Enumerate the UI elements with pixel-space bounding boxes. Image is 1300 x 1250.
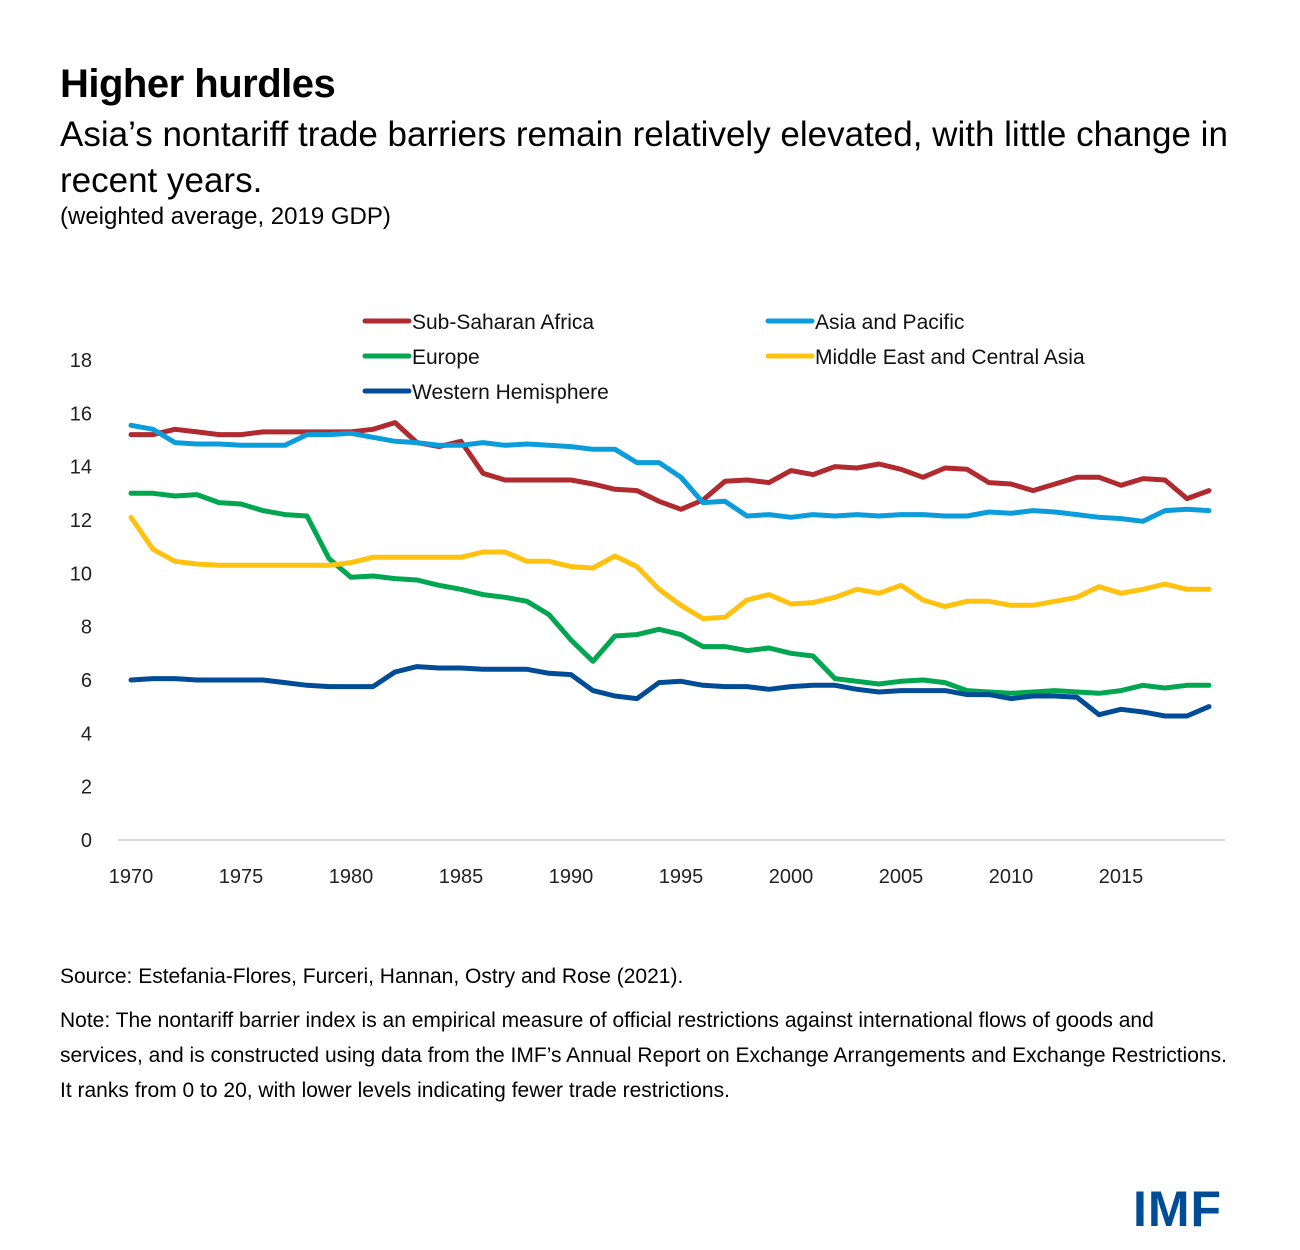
legend-label: Europe <box>412 346 480 369</box>
legend-item-asia-and-pacific: Asia and Pacific <box>765 311 964 334</box>
imf-logo: IMF <box>1133 1181 1223 1237</box>
methodology-note: Note: The nontariff barrier index is an … <box>60 1009 1227 1102</box>
series-line-sub-saharan-africa <box>128 420 1212 512</box>
legend-item-western-hemisphere: Western Hemisphere <box>362 381 609 404</box>
x-tick-label: 1980 <box>329 866 374 888</box>
line-chart: Sub-Saharan Africa Europe Western Hemisphe… <box>70 311 1225 888</box>
y-tick-label: 12 <box>70 510 92 532</box>
y-tick-label: 18 <box>70 350 92 372</box>
legend-item-europe: Europe <box>362 346 480 369</box>
source-note: Source: Estefania-Flores, Furceri, Hanna… <box>60 965 684 988</box>
x-tick-label: 2000 <box>769 866 814 888</box>
chart-subtitle: Asia’s nontariff trade barriers remain r… <box>60 115 1228 200</box>
x-tick-label: 1985 <box>439 866 484 888</box>
series-line-asia-and-pacific <box>128 422 1212 524</box>
x-tick-label: 1995 <box>659 866 704 888</box>
series-line-western-hemisphere <box>128 664 1212 719</box>
x-tick-label: 1975 <box>219 866 264 888</box>
y-tick-label: 16 <box>70 403 92 425</box>
y-tick-label: 6 <box>81 670 92 692</box>
legend-label: Sub-Saharan Africa <box>412 311 594 334</box>
x-tick-label: 2005 <box>879 866 924 888</box>
x-tick-label: 1990 <box>549 866 594 888</box>
legend-label: Western Hemisphere <box>412 381 609 404</box>
legend-label: Middle East and Central Asia <box>815 346 1085 369</box>
y-tick-label: 4 <box>81 723 92 745</box>
y-tick-label: 0 <box>81 830 92 852</box>
x-tick-label: 1970 <box>109 866 154 888</box>
x-axis: 1970 1975 1980 1985 1990 1995 2000 2005 2010 2015 <box>109 839 1225 888</box>
legend-item-middle-east-and-central-asia: Middle East and Central Asia <box>765 346 1085 369</box>
chart-title: Higher hurdles <box>60 62 336 106</box>
series-line-europe <box>128 490 1212 696</box>
y-axis: 0 2 4 6 8 10 12 14 16 18 <box>70 350 92 852</box>
legend-label: Asia and Pacific <box>815 311 964 334</box>
series-line-middle-east-and-central-asia <box>128 514 1212 622</box>
y-tick-label: 14 <box>70 457 92 479</box>
y-tick-label: 8 <box>81 617 92 639</box>
y-tick-label: 2 <box>81 777 92 799</box>
legend: Sub-Saharan Africa Europe Western Hemisphe… <box>362 311 1085 404</box>
chart-units: (weighted average, 2019 GDP) <box>60 203 391 230</box>
series-lines <box>128 420 1212 719</box>
x-tick-label: 2010 <box>989 866 1034 888</box>
legend-item-sub-saharan-africa: Sub-Saharan Africa <box>362 311 594 334</box>
y-tick-label: 10 <box>70 563 92 585</box>
x-tick-label: 2015 <box>1099 866 1144 888</box>
